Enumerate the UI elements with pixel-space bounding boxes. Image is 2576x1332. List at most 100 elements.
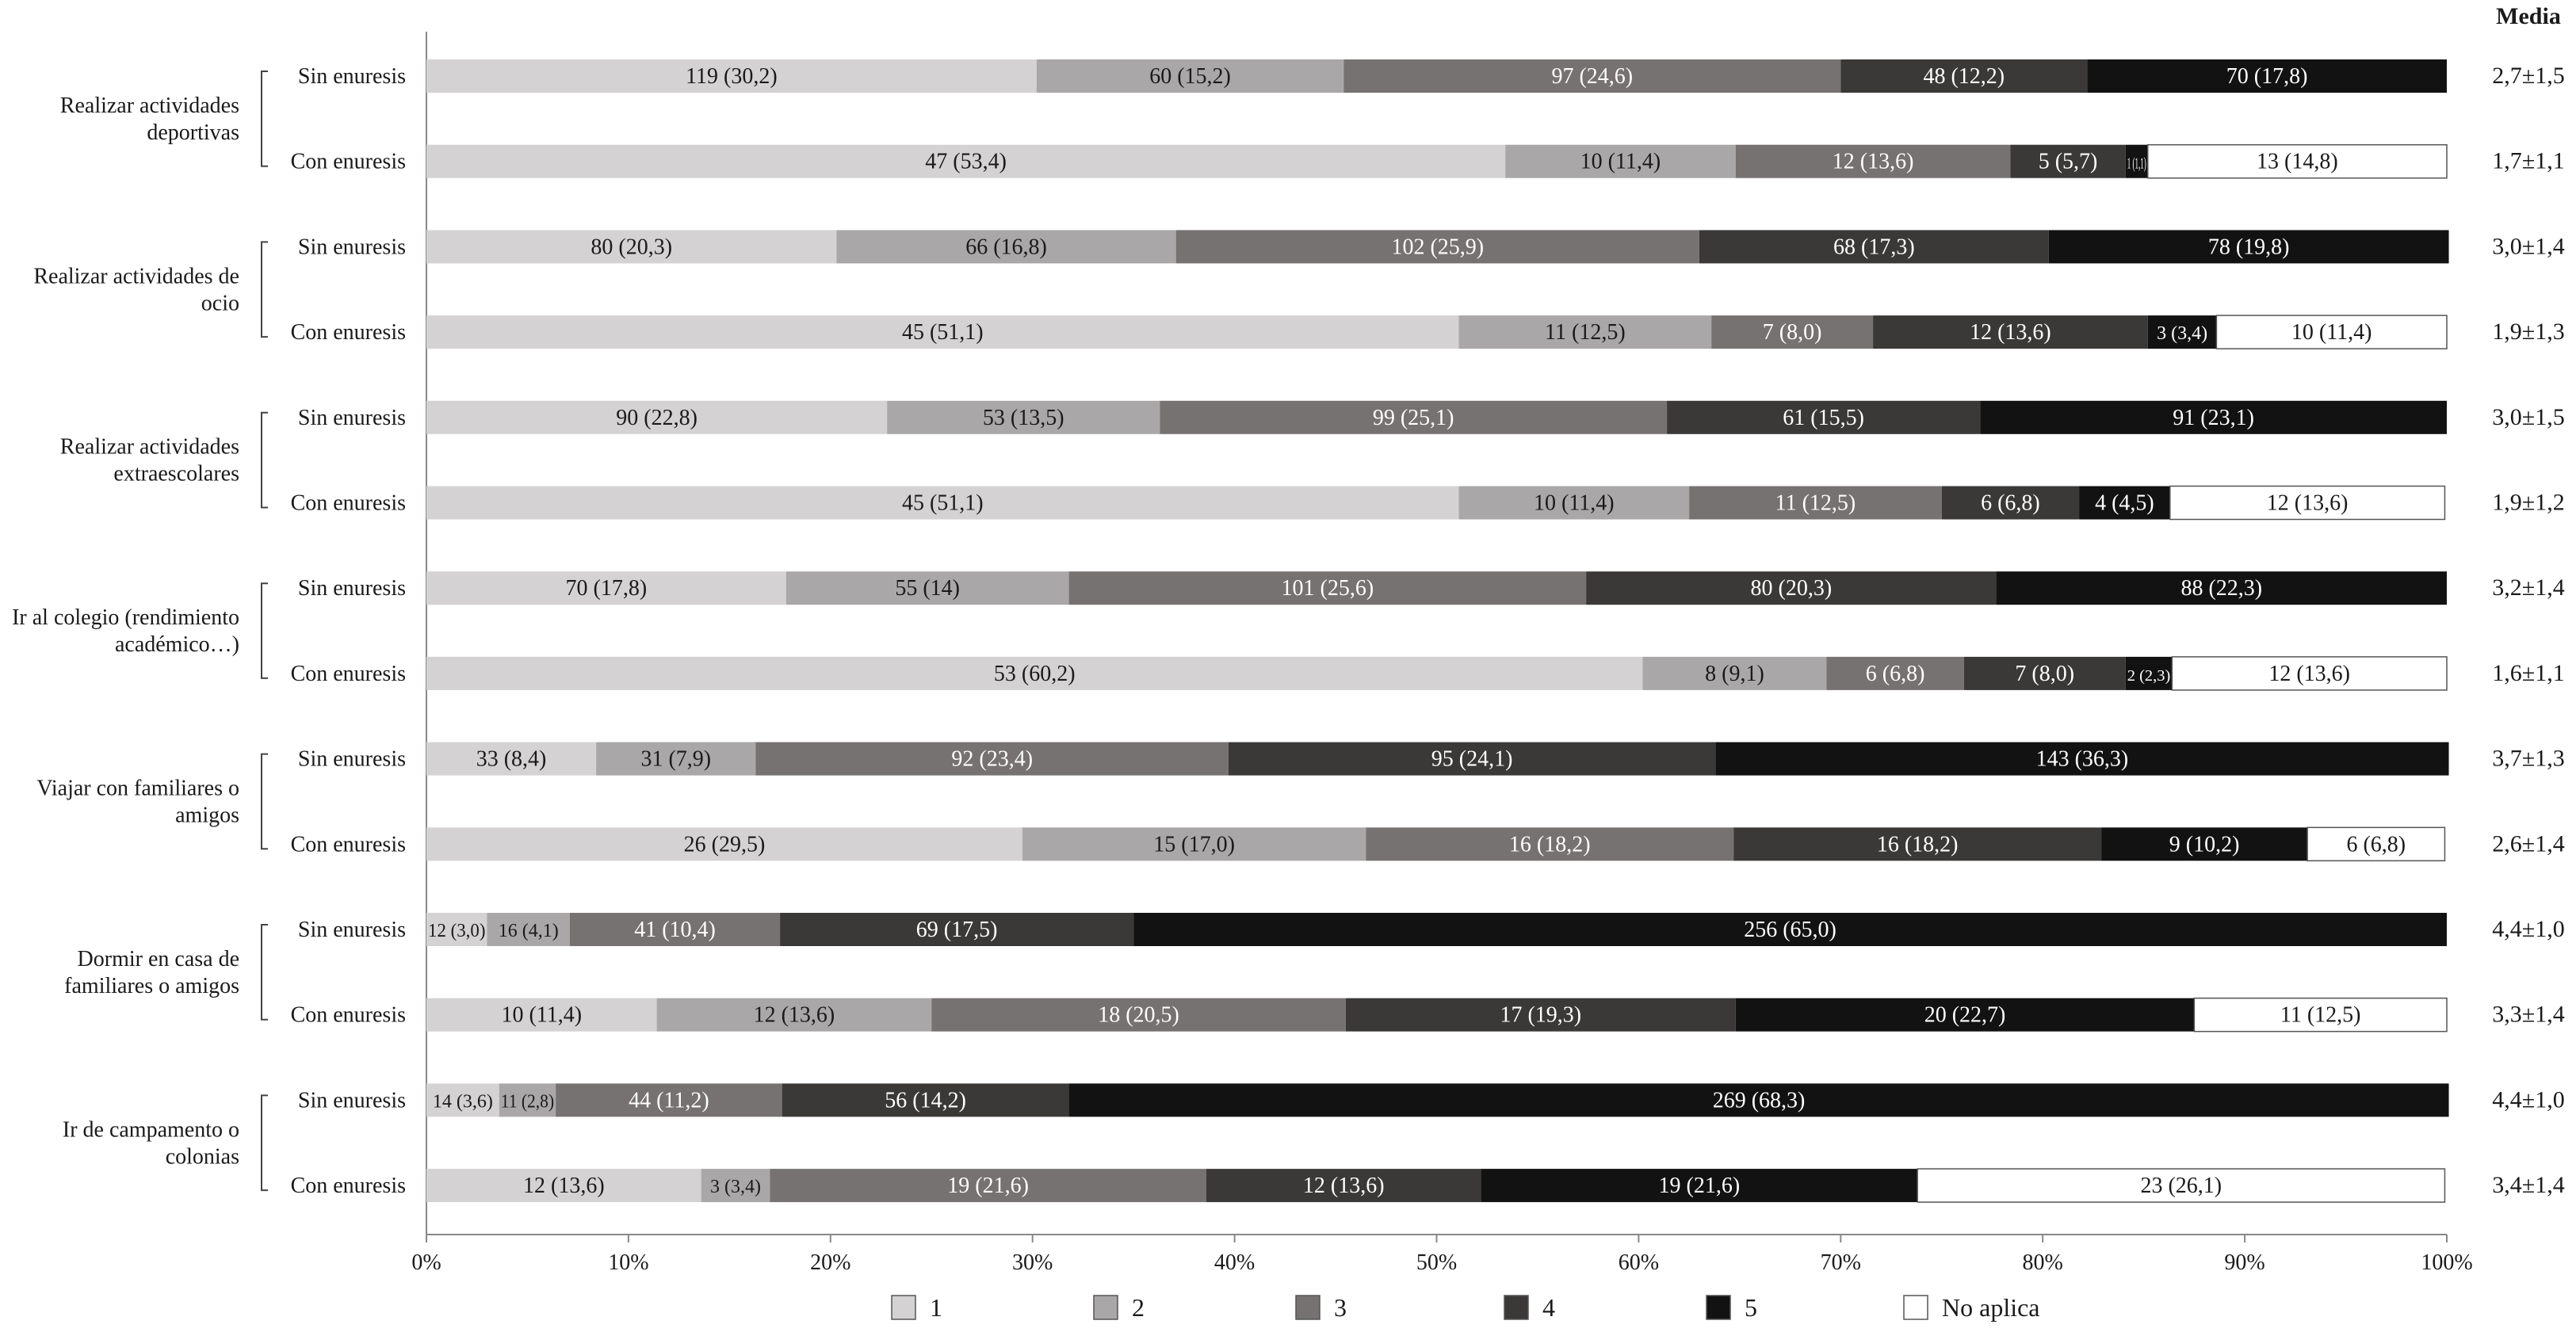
bar-segment-no-aplica [2307,826,2446,862]
group-label: académico…) [115,632,239,657]
bar-segment-2 [596,742,756,776]
mean-value: 4,4±1,0 [2492,1086,2564,1113]
data-label: 4 (4,5) [2095,491,2154,516]
group-bracket [261,411,268,509]
data-label: 269 (68,3) [1713,1088,1806,1113]
data-label: 90 (22,8) [616,406,698,430]
bar-segment-3 [1711,315,1874,349]
data-label: 70 (17,8) [2226,64,2308,89]
data-label: 6 (6,8) [1981,491,2040,516]
category-label: Sin enuresis [298,747,406,772]
mean-value: 2,6±1,4 [2492,830,2564,857]
bar-segment-2 [1505,144,1736,178]
group-label: Viajar con familiares o [36,776,239,800]
bar-segment-5 [2101,827,2308,861]
data-label: 143 (36,3) [2036,747,2129,772]
data-label: 53 (60,2) [994,662,1076,686]
data-label: 31 (7,9) [640,747,711,772]
bar-segment-4 [1941,486,2080,520]
bar-segment-5 [1980,400,2447,434]
data-label: 66 (16,8) [965,235,1047,259]
mean-value: 4,4±1,0 [2492,916,2564,942]
data-label: 33 (8,4) [476,747,547,772]
legend-swatch [1706,1295,1731,1320]
mean-value: 1,7±1,1 [2492,148,2564,174]
bar-segment-2 [785,571,1069,605]
bar-segment-2 [1036,59,1344,93]
bar-segment-5 [2125,144,2148,178]
category-label: Con enuresis [291,1003,406,1028]
data-label: 95 (24,1) [1431,747,1513,772]
data-label: 11 (12,5) [2280,1003,2361,1028]
bar-segment-5 [1996,571,2447,605]
data-label: 12 (13,6) [2268,662,2350,686]
bar-segment-3 [569,913,781,946]
bar-segment-1 [426,315,1459,349]
x-tick-label: 40% [1214,1250,1255,1275]
bar-segment-4 [1840,59,2088,93]
bar-segment-3 [770,1169,1206,1203]
category-label: Sin enuresis [298,64,406,89]
bar-segment-5 [1133,913,2447,946]
bar-segment-1 [426,59,1037,93]
group-label: Realizar actividades [60,94,239,118]
data-label: 12 (13,6) [523,1174,605,1198]
group-label: familiares o amigos [64,974,239,998]
legend-label: 5 [1745,1293,1757,1322]
x-tick-label: 70% [1821,1250,1861,1275]
data-label: 3 (3,4) [710,1177,761,1197]
mean-value: 3,0±1,4 [2492,233,2564,259]
data-label: 16 (4,1) [499,921,559,941]
data-label: 70 (17,8) [566,576,648,601]
data-label: 19 (21,6) [947,1174,1029,1198]
x-tick-label: 0% [411,1250,441,1275]
data-label: 45 (51,1) [902,491,984,516]
bar-segment-1 [426,998,657,1032]
data-label: 80 (20,3) [590,235,672,259]
legend-label: 4 [1542,1293,1555,1322]
bar-segment-1 [426,144,1506,178]
legend-swatch [1295,1295,1320,1320]
group-bracket [261,71,268,167]
category-label: Sin enuresis [298,235,406,259]
data-label: 44 (11,2) [629,1088,709,1113]
data-label: 47 (53,4) [925,150,1007,174]
data-label: 10 (11,4) [501,1003,582,1028]
data-label: 5 (5,7) [2039,150,2098,174]
mean-value: 3,4±1,4 [2492,1172,2564,1198]
data-label: 13 (14,8) [2257,150,2338,174]
data-label: 53 (13,5) [983,406,1064,430]
x-tick-label: 10% [608,1250,648,1275]
group-label: Dormir en casa de [78,947,239,971]
bar-segment-5 [2125,656,2173,690]
group-label: Realizar actividades [60,435,239,460]
data-label: 10 (11,4) [2291,320,2372,345]
mean-value: 1,9±1,3 [2492,319,2564,345]
legend-swatch [1504,1295,1529,1320]
data-label: 69 (17,5) [916,918,998,942]
data-label: 91 (23,1) [2173,406,2254,430]
bar-segment-4 [1228,742,1716,776]
data-label: 15 (17,0) [1153,832,1235,857]
group-bracket [261,924,268,1021]
group-bracket [261,753,268,850]
data-label: 41 (10,4) [634,918,716,942]
mean-value: 3,3±1,4 [2492,1002,2564,1028]
bar-segment-2 [1022,827,1366,861]
group-label: colonias [166,1144,239,1169]
legend-swatch [1093,1295,1118,1320]
mean-value: 3,0±1,5 [2492,404,2564,430]
bar-segment-5 [1735,998,2195,1032]
bar-segment-5 [2147,315,2217,349]
group-label: Ir de campamento o [63,1117,239,1142]
data-label: 16 (18,2) [1509,832,1591,857]
data-label: 7 (8,0) [1763,320,1822,345]
bar-segment-3 [1366,827,1734,861]
group-bracket [261,582,268,679]
data-label: 12 (13,6) [2267,491,2349,516]
bar-segment-4 [1667,400,1981,434]
data-label: 12 (13,6) [1303,1174,1385,1198]
bar-segment-3 [556,1083,782,1117]
